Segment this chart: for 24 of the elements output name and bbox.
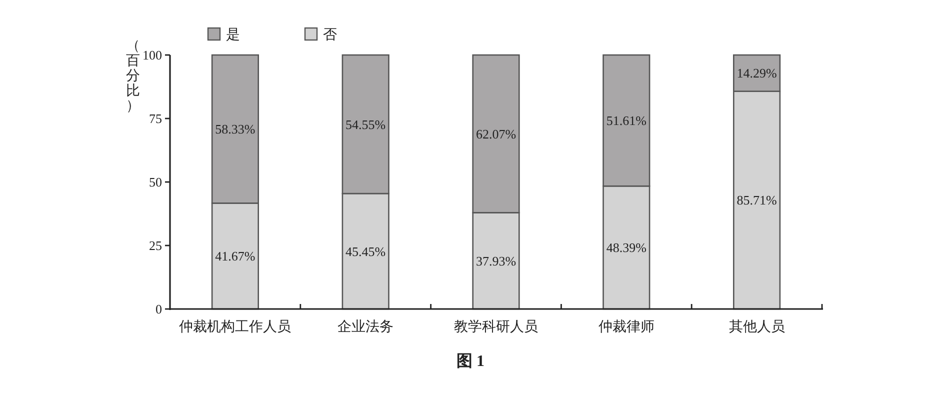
data-label: 62.07% — [476, 126, 516, 142]
y-tick-label: 75 — [149, 111, 162, 126]
text: 图 1 — [456, 353, 484, 370]
data-label: 54.55% — [346, 116, 386, 132]
y-axis-title: （百分比） — [126, 39, 140, 114]
legend-label: 是 — [226, 27, 240, 43]
x-tick-label: 仲裁机构工作人员 — [179, 319, 292, 335]
y-tick-label: 50 — [149, 174, 162, 190]
x-tick-label: 企业法务 — [338, 319, 394, 335]
data-label: 41.67% — [215, 248, 256, 264]
x-tick-label: 教学科研人员 — [454, 319, 538, 335]
y-tick-label: 100 — [142, 48, 162, 62]
data-label: 58.33% — [215, 122, 256, 137]
data-label: 45.45% — [346, 244, 386, 259]
data-label: 37.93% — [476, 253, 516, 268]
data-label: 14.29% — [736, 66, 778, 81]
legend-label: 否 — [323, 28, 337, 43]
x-tick-label: 其他人员 — [728, 319, 785, 335]
y-tick-label: 25 — [149, 238, 162, 253]
data-label: 51.61% — [606, 113, 647, 128]
y-tick-label: 0 — [156, 302, 162, 316]
data-label: 48.39% — [606, 240, 647, 256]
x-tick-label: 仲裁律师 — [598, 319, 654, 335]
data-label: 85.71% — [736, 192, 778, 208]
